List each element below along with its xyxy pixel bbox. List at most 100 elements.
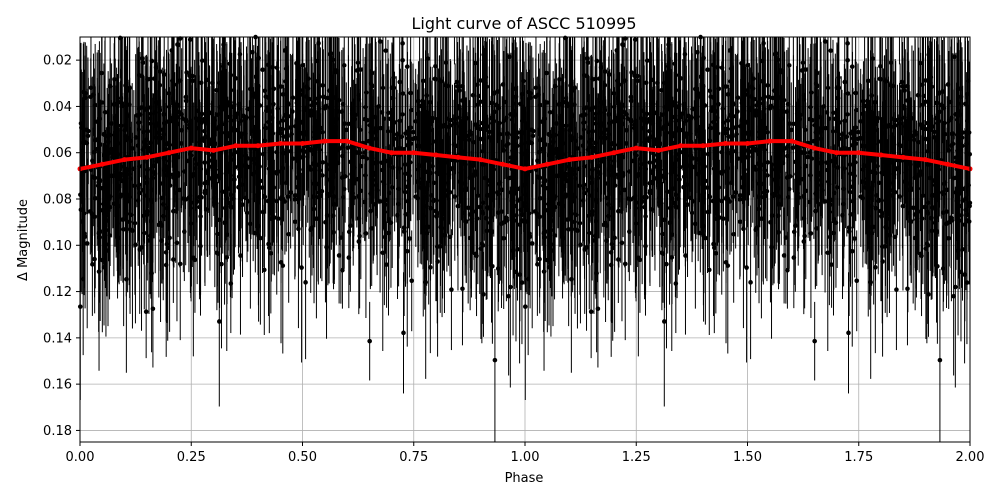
data-point [550,165,556,171]
data-point [829,262,834,267]
data-point [150,175,156,181]
data-point [112,133,118,138]
data-point [889,116,895,122]
data-point [459,167,464,172]
data-point [167,183,173,188]
data-point [368,191,373,196]
data-point [707,88,713,94]
data-point [883,224,888,230]
data-point [739,60,744,66]
data-point [561,235,566,241]
data-point [107,83,113,89]
data-point [937,109,943,115]
data-point [354,176,360,182]
data-point [133,242,138,248]
data-point [586,129,591,135]
data-point [519,280,525,285]
data-point [860,195,866,201]
data-point [346,255,352,260]
data-point [624,141,629,146]
data-point [150,306,156,312]
data-point [194,199,200,204]
data-point [651,101,656,107]
data-point [665,189,671,195]
data-point [852,236,857,241]
data-point [438,146,444,152]
data-point [487,129,492,135]
data-point [601,130,606,136]
data-point [846,229,852,234]
data-point [464,115,470,121]
data-point [171,111,177,117]
data-point [210,152,215,158]
data-point [715,131,721,136]
data-point [457,179,463,184]
data-point [332,201,337,207]
data-point [919,216,925,221]
data-point [327,167,333,172]
data-point [123,137,129,143]
data-point [585,147,591,152]
data-point [774,130,780,135]
data-point [408,90,413,96]
data-point [447,123,453,128]
data-point [774,154,780,160]
data-point [833,116,838,122]
data-point [367,122,373,128]
data-point [652,138,657,143]
data-point [868,109,873,115]
data-point [866,105,871,110]
data-point [690,106,696,112]
data-point [327,51,333,57]
data-point [955,148,960,154]
data-point [947,99,953,105]
data-point [666,42,671,48]
data-point [808,104,813,110]
data-point [199,194,204,200]
data-point [292,219,298,225]
data-point [927,175,933,181]
data-point [202,118,208,124]
data-point [428,205,433,211]
data-point [546,264,552,270]
data-point [776,135,781,140]
data-point [585,56,590,61]
data-point [485,124,490,129]
data-point [713,124,718,130]
data-point [949,115,954,121]
data-point [505,141,511,147]
data-point [90,262,95,267]
data-point [476,93,481,99]
data-point [514,135,520,140]
data-point [861,162,867,168]
data-point [220,189,226,195]
data-point [333,125,338,130]
data-point [481,52,487,58]
data-point [683,118,689,124]
data-point [933,215,939,220]
data-point [869,93,875,98]
data-point [373,136,379,142]
data-point [642,139,648,145]
data-point [683,253,688,258]
data-point [358,67,363,72]
data-point [489,177,494,183]
data-point [672,61,678,67]
data-point [612,183,618,188]
data-point [929,84,934,90]
data-point [163,167,169,172]
data-point [932,220,938,226]
data-point [659,112,665,118]
data-point [610,171,616,176]
data-point [396,186,402,192]
data-point [959,135,965,140]
data-point [695,93,700,98]
data-point [242,163,247,168]
data-point [253,74,259,80]
data-point [559,163,565,169]
data-point [501,148,507,153]
data-point [693,221,698,227]
data-point [728,66,734,72]
data-point [922,204,928,210]
